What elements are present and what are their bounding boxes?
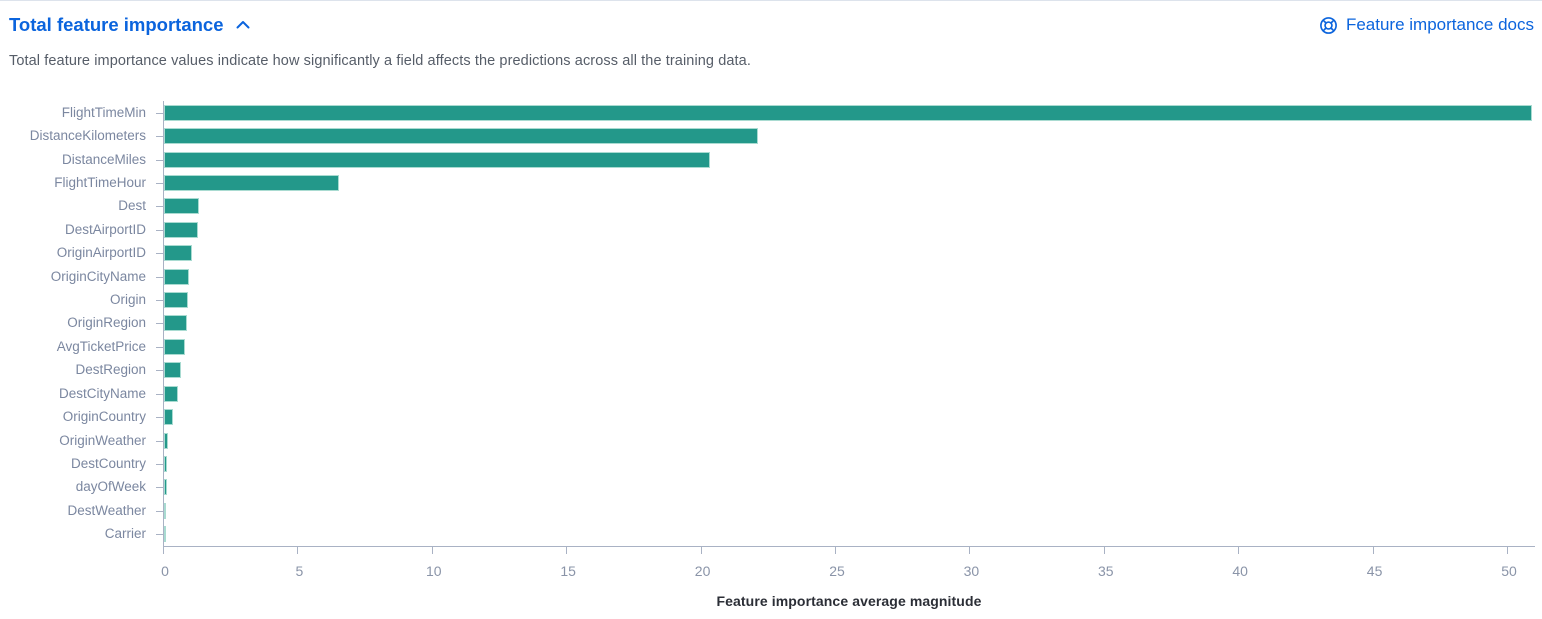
y-axis-tick [156,511,163,512]
y-axis-category-label: DestCityName [58,385,146,401]
x-axis-tick [1104,547,1105,554]
feature-importance-docs-link[interactable]: Feature importance docs [1319,15,1534,35]
y-axis-tick [156,300,163,301]
y-axis-category-label: DestCountry [70,456,146,471]
y-axis-category-label: DistanceKilometers [29,128,146,144]
bar-DestWeather [164,502,167,519]
x-axis-tick-label: 10 [426,563,442,579]
x-axis-tick-label: 25 [829,563,845,579]
y-axis-line [163,101,164,547]
y-axis-category-label: Dest [118,198,146,214]
bar-OriginAirportID [164,245,193,262]
bar-Carrier [164,526,166,543]
y-axis-tick [156,441,163,442]
y-axis-tick [156,323,163,324]
panel-header: Total feature importance Feature importa… [9,14,1534,36]
y-axis-tick [156,534,163,535]
x-axis-tick [297,547,298,554]
x-axis-tick-label: 5 [295,563,304,579]
bar-FlightTimeHour [164,174,339,191]
x-axis-tick-label: 50 [1501,563,1517,579]
y-axis-tick [156,370,163,371]
total-feature-importance-toggle[interactable]: Total feature importance [9,14,251,36]
y-axis-tick [156,347,163,348]
x-axis-tick [1373,547,1374,554]
y-axis-tick [156,136,163,137]
x-axis-tick-label: 30 [963,563,980,579]
help-docs-icon [1319,16,1338,35]
y-axis-category-label: dayOfWeek [75,479,146,495]
x-axis-tick-label: 15 [560,563,576,579]
x-axis-tick-label: 40 [1232,563,1248,579]
bar-dayOfWeek [164,479,167,496]
bar-OriginWeather [164,432,168,449]
y-axis-category-label: DestWeather [67,502,146,518]
feature-importance-bar-chart: Feature importance average magnitude Fli… [0,101,1542,619]
y-axis-tick [156,487,163,488]
x-axis-title: Feature importance average magnitude [716,593,982,609]
bar-OriginCountry [164,409,174,426]
y-axis-category-label: AvgTicketPrice [56,338,146,354]
y-axis-tick [156,113,163,114]
y-axis-tick [156,206,163,207]
chevron-up-icon [235,19,251,31]
bar-DestRegion [164,362,181,379]
y-axis-category-label: DistanceMiles [61,151,146,167]
y-axis-tick [156,160,163,161]
y-axis-tick [156,417,163,418]
bar-DestCountry [164,456,168,472]
y-axis-category-label: OriginWeather [59,432,146,448]
panel-title: Total feature importance [9,14,224,35]
bar-DistanceKilometers [164,128,759,145]
x-axis-tick-label: 20 [694,563,711,579]
y-axis-category-label: DestRegion [75,362,146,378]
x-axis-tick-label: 35 [1098,563,1114,579]
y-axis-category-label: OriginRegion [67,315,146,331]
bar-OriginRegion [164,315,187,332]
y-axis-category-label: DestAirportID [64,221,146,237]
x-axis-tick-label: 45 [1366,563,1383,579]
x-axis-tick [969,547,970,554]
y-axis-category-label: FlightTimeHour [54,174,146,190]
x-axis-tick-label: 0 [161,563,169,579]
y-axis-tick [156,230,163,231]
y-axis-category-label: OriginCityName [50,268,146,284]
y-axis-category-label: OriginCountry [62,409,146,425]
y-axis-category-label: Origin [109,292,146,308]
y-axis-category-label: OriginAirportID [56,245,146,261]
x-axis-tick [432,547,433,554]
y-axis-tick [156,253,163,254]
y-axis-tick [156,183,163,184]
y-axis-tick [156,277,163,278]
panel-description: Total feature importance values indicate… [9,53,751,69]
bar-DestCityName [164,385,178,402]
x-axis-tick [835,547,836,554]
bar-Origin [164,292,188,309]
bar-FlightTimeMin [164,104,1533,121]
bar-DestAirportID [164,221,198,238]
y-axis-tick [156,394,163,395]
x-axis-tick [566,547,567,554]
bar-Dest [164,198,199,215]
docs-link-label: Feature importance docs [1345,15,1534,34]
x-axis-tick [1238,547,1239,554]
bar-DistanceMiles [164,151,710,168]
bar-OriginCityName [164,268,189,285]
bar-AvgTicketPrice [164,338,185,355]
y-axis-category-label: Carrier [104,526,146,542]
x-axis-tick [1507,547,1508,554]
y-axis-tick [156,464,163,465]
x-axis-line [163,546,1535,547]
x-axis-tick [163,547,164,554]
x-axis-tick [701,547,702,554]
y-axis-category-label: FlightTimeMin [61,104,146,120]
